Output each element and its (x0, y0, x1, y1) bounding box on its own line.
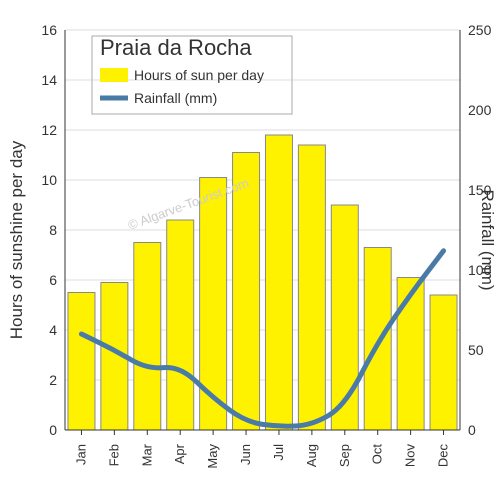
left-tick-label: 16 (41, 22, 57, 38)
right-axis-label: Rainfall (mm) (478, 189, 497, 290)
bar (430, 295, 457, 430)
bar (397, 278, 424, 431)
left-tick-label: 4 (49, 322, 57, 338)
right-tick-label: 50 (468, 342, 484, 358)
x-tick-label: Feb (106, 444, 121, 466)
x-tick-label: May (205, 444, 220, 469)
x-tick-label: Jul (271, 444, 286, 461)
legend-bar-swatch (100, 68, 128, 82)
left-tick-label: 6 (49, 272, 57, 288)
left-tick-label: 12 (41, 122, 57, 138)
x-tick-label: Jun (238, 444, 253, 465)
left-tick-label: 14 (41, 72, 57, 88)
left-tick-label: 0 (49, 422, 57, 438)
bar (200, 178, 227, 431)
right-tick-label: 200 (468, 102, 492, 118)
chart-svg: 0246810121416050100150200250JanFebMarApr… (0, 0, 500, 500)
bar (265, 135, 292, 430)
x-tick-label: Oct (370, 444, 385, 465)
right-tick-label: 0 (468, 422, 476, 438)
x-tick-label: Nov (403, 444, 418, 468)
bar (134, 243, 161, 431)
x-tick-label: Apr (172, 443, 187, 464)
plot-area: 0246810121416050100150200250JanFebMarApr… (41, 22, 491, 469)
x-tick-label: Aug (304, 444, 319, 467)
bar (68, 293, 95, 431)
left-tick-label: 10 (41, 172, 57, 188)
left-tick-label: 2 (49, 372, 57, 388)
bar (331, 205, 358, 430)
bar (167, 220, 194, 430)
bar (364, 248, 391, 431)
legend-bar-label: Hours of sun per day (134, 67, 264, 83)
x-tick-label: Jan (73, 444, 88, 465)
x-tick-label: Dec (436, 444, 451, 468)
climate-chart: 0246810121416050100150200250JanFebMarApr… (0, 0, 500, 500)
x-tick-label: Mar (139, 443, 154, 466)
bar (298, 145, 325, 430)
legend-line-label: Rainfall (mm) (134, 90, 217, 106)
right-tick-label: 250 (468, 22, 492, 38)
chart-title: Praia da Rocha (100, 35, 252, 60)
left-tick-label: 8 (49, 222, 57, 238)
left-axis-label: Hours of sunshine per day (7, 140, 26, 339)
x-tick-label: Sep (337, 444, 352, 467)
